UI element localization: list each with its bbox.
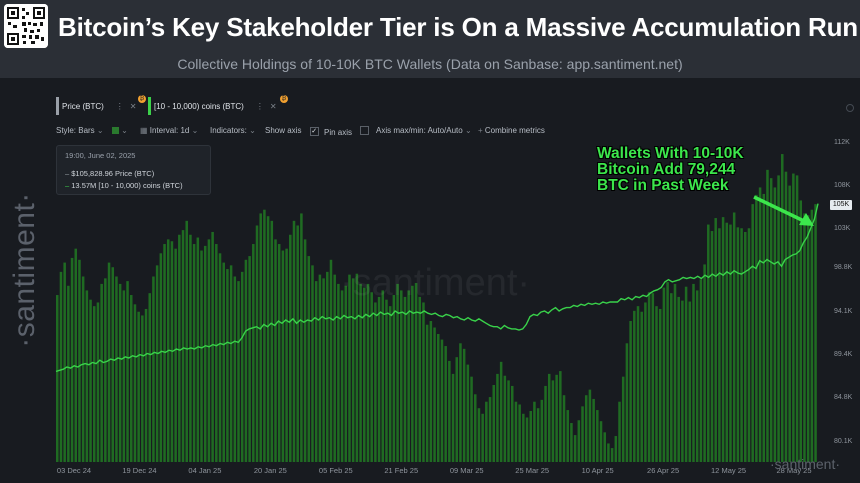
current-price-badge: 105K — [830, 200, 852, 210]
tooltip-holdings-value: 13.57M [10 - 10,000) coins (BTC) — [71, 181, 183, 190]
x-tick-label: 04 Jan 25 — [188, 466, 222, 475]
tooltip-price-value: $105,828.96 Price (BTC) — [71, 169, 155, 178]
legend-chip-price[interactable]: Price (BTC) ⋮ ✕ — [56, 96, 136, 116]
holdings-color-swatch — [148, 97, 151, 115]
page-subtitle: Collective Holdings of 10-10K BTC Wallet… — [177, 56, 683, 72]
show-axis-toggle[interactable]: Show axis ✓ — [265, 126, 319, 136]
interval-selector[interactable]: ▦ Interval: 1d ⌄ — [140, 126, 198, 135]
axis-maxmin-label: Axis max/min: Auto/Auto — [376, 126, 463, 135]
combine-metrics-label: Combine metrics — [484, 126, 545, 135]
x-tick-label: 09 Mar 25 — [449, 466, 484, 475]
brand-vertical-text: ·santiment· — [8, 192, 41, 348]
x-tick-label: 19 Dec 24 — [122, 466, 157, 475]
tooltip-date: 19:00, June 02, 2025 — [65, 151, 136, 160]
price-dot-icon: – — [65, 169, 70, 178]
holdings-dot-icon: – — [65, 181, 70, 190]
legend-chip-holdings[interactable]: [10 - 10,000) coins (BTC) ⋮ ✕ — [148, 96, 277, 116]
style-label: Style: Bars — [56, 126, 95, 135]
y-tick-label: 94.1K — [834, 307, 853, 315]
qr-code-icon — [4, 4, 48, 48]
chart-tooltip: 19:00, June 02, 2025 – $105,828.96 Price… — [56, 145, 211, 195]
header: Bitcoin’s Key Stakeholder Tier is On a M… — [0, 0, 860, 56]
annotation-line-1: Wallets With 10-10K — [597, 145, 744, 162]
x-tick-label: 25 Mar 25 — [515, 466, 550, 475]
close-icon[interactable]: ✕ — [129, 101, 137, 111]
y-tick-label: 98.8K — [834, 264, 853, 272]
legend-chip-holdings-label: [10 - 10,000) coins (BTC) — [154, 101, 244, 111]
watermark-corner: ·santiment· — [770, 456, 841, 472]
color-swatch-icon[interactable] — [111, 127, 119, 135]
annotation-line-2: Bitcoin Add 79,244 — [597, 161, 736, 178]
show-axis-label: Show axis — [265, 126, 302, 135]
indicators-label: Indicators: — [210, 126, 247, 135]
chevron-down-icon: ⌄ — [464, 126, 472, 135]
settings-dot-icon[interactable] — [846, 104, 854, 112]
combine-metrics-button[interactable]: + Combine metrics — [478, 126, 545, 135]
pin-axis-label: Pin axis — [324, 128, 353, 137]
x-tick-label: 21 Feb 25 — [384, 466, 419, 475]
tooltip-holdings: – 13.57M [10 - 10,000) coins (BTC) — [65, 181, 183, 190]
chart-annotation: Wallets With 10-10K Bitcoin Add 79,244 B… — [597, 146, 744, 194]
more-menu-icon[interactable]: ⋮ — [255, 101, 264, 111]
y-tick-label: 103K — [834, 225, 851, 233]
y-tick-label: 108K — [834, 182, 851, 190]
interval-label: Interval: 1d — [149, 126, 190, 135]
x-tick-label: 20 Jan 25 — [253, 466, 287, 475]
watermark-center: ·santiment· — [340, 262, 531, 304]
chevron-down-icon: ⌄ — [96, 126, 104, 135]
chevron-down-icon: ⌄ — [249, 126, 256, 135]
bitcoin-badge-icon: ₿ — [138, 95, 146, 103]
brand-vertical-logo: ·santiment· — [7, 170, 43, 370]
y-tick-label: 80.1K — [834, 437, 853, 445]
x-tick-label: 12 May 25 — [711, 466, 747, 475]
page-title: Bitcoin’s Key Stakeholder Tier is On a M… — [58, 12, 858, 42]
checkbox-checked-icon[interactable]: ✓ — [309, 127, 319, 136]
x-tick-label: 05 Feb 25 — [318, 466, 353, 475]
legend-chip-price-label: Price (BTC) — [62, 101, 104, 111]
price-color-swatch — [56, 97, 59, 115]
x-tick-label: 03 Dec 24 — [56, 466, 92, 475]
x-tick-label: 28 May 25 — [776, 466, 812, 475]
tooltip-price: – $105,828.96 Price (BTC) — [65, 169, 154, 178]
chevron-down-icon: ⌄ — [191, 126, 199, 135]
calendar-icon: ▦ — [140, 126, 150, 135]
close-icon[interactable]: ✕ — [269, 101, 277, 111]
chevron-down-icon: ⌄ — [121, 126, 128, 135]
checkbox-empty-icon[interactable] — [360, 126, 370, 135]
more-menu-icon[interactable]: ⋮ — [115, 101, 124, 111]
axis-maxmin-selector[interactable]: Axis max/min: Auto/Auto ⌄ — [376, 126, 472, 135]
y-tick-label: 84.8K — [834, 393, 853, 401]
bitcoin-badge-icon: ₿ — [280, 95, 288, 103]
plus-icon: + — [478, 126, 485, 135]
style-selector[interactable]: Style: Bars ⌄ ⌄ — [56, 126, 128, 135]
indicators-selector[interactable]: Indicators: ⌄ — [210, 126, 256, 135]
pin-axis-toggle[interactable]: Pin axis — [324, 126, 370, 137]
x-tick-label: 26 Apr 25 — [647, 466, 680, 475]
x-tick-label: 10 Apr 25 — [581, 466, 614, 475]
y-tick-label: 112K — [834, 138, 850, 146]
annotation-line-3: BTC in Past Week — [597, 177, 729, 194]
y-tick-label: 89.4K — [834, 351, 853, 359]
